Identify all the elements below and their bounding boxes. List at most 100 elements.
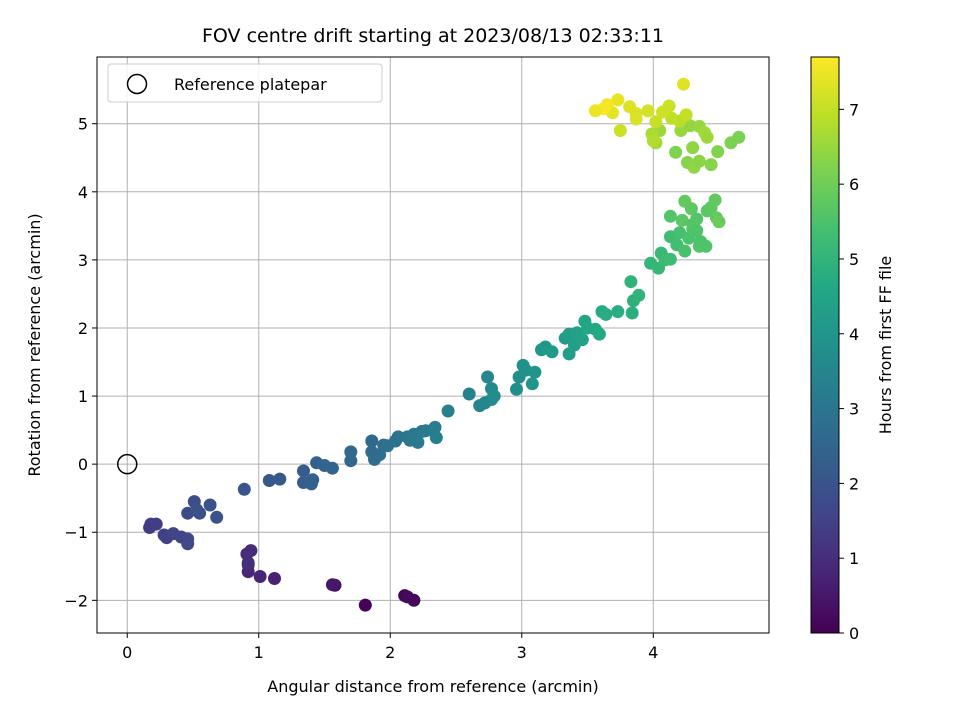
data-point — [429, 431, 443, 445]
data-point — [528, 365, 542, 379]
data-point — [462, 387, 476, 401]
colorbar-tick-label: 3 — [849, 400, 859, 419]
colorbar-tick-label: 4 — [849, 325, 859, 344]
data-point — [692, 154, 706, 168]
legend: Reference platepar — [107, 63, 383, 103]
data-point — [625, 306, 639, 320]
chart-title: FOV centre drift starting at 2023/08/13 … — [202, 25, 664, 47]
colorbar-tick-label: 0 — [849, 624, 859, 643]
axes: 0 1 2 3 4 −2 −1 0 1 2 3 4 5 — [64, 56, 770, 662]
x-tick-label: 2 — [385, 643, 395, 662]
data-point — [262, 474, 276, 487]
data-point — [575, 333, 589, 347]
data-point — [611, 305, 625, 319]
legend-entry-reference: Reference platepar — [174, 75, 327, 94]
legend-marker-reference — [126, 73, 148, 95]
colorbar-tick-label: 7 — [849, 100, 859, 119]
colorbar: 0 1 2 3 4 5 6 7 Hours from first FF file — [810, 56, 895, 643]
data-point — [686, 141, 700, 155]
data-point — [297, 464, 310, 478]
legend-box — [107, 63, 383, 103]
colorbar-tick-label: 5 — [849, 250, 859, 269]
y-tick-label: 3 — [78, 251, 88, 270]
x-tick-label: 3 — [517, 643, 527, 662]
data-point — [181, 537, 195, 551]
x-tick-label: 0 — [122, 643, 132, 662]
y-tick-label: 4 — [78, 183, 88, 202]
data-point — [210, 510, 224, 524]
y-axis-label: Rotation from reference (arcmin) — [25, 213, 44, 476]
data-point — [646, 134, 660, 148]
data-point — [675, 213, 689, 227]
data-point — [253, 570, 267, 583]
data-point — [237, 482, 251, 496]
data-point — [677, 77, 690, 91]
data-point — [304, 477, 318, 491]
colorbar-tick-label: 1 — [849, 549, 859, 568]
data-point — [678, 244, 692, 258]
data-point — [273, 472, 287, 486]
data-point — [665, 111, 679, 125]
colorbar-label: Hours from first FF file — [876, 256, 895, 435]
data-point — [663, 252, 677, 266]
colorbar-tick-label: 2 — [849, 474, 859, 493]
y-tick-label: 5 — [78, 115, 88, 134]
data-point — [649, 115, 663, 129]
data-point — [700, 130, 714, 144]
data-point — [683, 119, 697, 133]
data-point — [428, 420, 442, 434]
y-tick-label: −2 — [64, 591, 88, 610]
data-point — [358, 598, 372, 612]
data-point — [629, 112, 643, 126]
data-point — [203, 498, 217, 512]
data-point — [268, 572, 281, 585]
data-point — [525, 377, 539, 391]
data-point — [679, 108, 693, 122]
plot-frame — [96, 56, 770, 634]
data-point — [690, 224, 704, 238]
data-point — [487, 389, 501, 403]
data-point — [711, 145, 725, 159]
colorbar-tick-label: 6 — [849, 175, 859, 194]
data-point — [149, 517, 163, 531]
data-point — [325, 578, 339, 592]
x-axis-label: Angular distance from reference (arcmin) — [267, 677, 598, 696]
data-point — [441, 404, 455, 418]
colorbar-gradient — [810, 56, 840, 634]
data-point — [344, 445, 358, 459]
data-point — [632, 288, 646, 302]
data-point — [732, 130, 746, 144]
y-tick-label: 0 — [78, 455, 88, 474]
data-point — [391, 430, 405, 444]
data-point — [545, 345, 559, 359]
data-point — [624, 275, 638, 289]
data-point — [613, 124, 627, 137]
data-point — [400, 590, 414, 604]
y-tick-label: −1 — [64, 523, 88, 542]
data-point — [411, 435, 425, 449]
data-point — [704, 158, 718, 172]
data-point — [481, 370, 495, 384]
data-point — [663, 209, 677, 223]
data-point — [684, 202, 698, 216]
x-tick-label: 1 — [254, 643, 264, 662]
data-point — [699, 239, 713, 253]
data-point — [623, 100, 637, 114]
data-point — [708, 193, 722, 207]
data-point — [325, 461, 339, 475]
data-point — [241, 556, 255, 570]
colorbar-ticks: 0 1 2 3 4 5 6 7 — [839, 100, 859, 643]
y-tick-label: 1 — [78, 387, 88, 406]
data-point — [599, 307, 613, 321]
x-tick-label: 4 — [648, 643, 658, 662]
data-point — [592, 327, 606, 341]
data-point — [611, 93, 625, 107]
data-point — [669, 145, 683, 159]
data-point — [712, 215, 726, 229]
y-tick-label: 2 — [78, 319, 88, 338]
data-point — [190, 503, 204, 517]
data-point — [641, 104, 655, 118]
data-point — [510, 382, 523, 396]
data-point — [365, 434, 379, 448]
